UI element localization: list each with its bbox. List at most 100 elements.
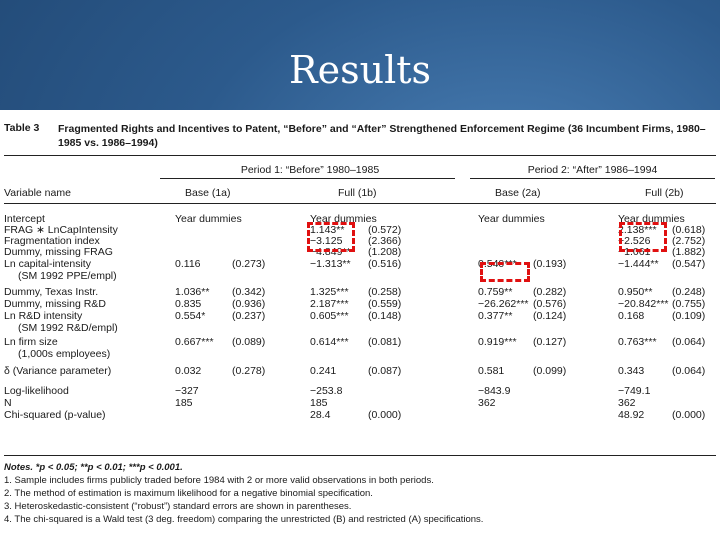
note-item: 1. Sample includes firms publicly traded… <box>4 475 434 486</box>
period-1-rule <box>160 178 455 179</box>
standard-error-cell: (0.237) <box>232 310 266 322</box>
coefficient-cell: −1.444** <box>618 258 659 270</box>
row-label: Chi-squared (p-value) <box>4 409 106 421</box>
standard-error-cell: (0.258) <box>368 286 402 298</box>
row-label: Ln capital-intensity <box>4 258 91 270</box>
standard-error-cell: (2.366) <box>368 235 402 247</box>
coefficient-cell: 0.554* <box>175 310 206 322</box>
coefficient-cell: −749.1 <box>618 385 651 397</box>
standard-error-cell: (0.087) <box>368 365 402 377</box>
slide-title: Results <box>289 48 431 92</box>
bottom-rule <box>4 455 716 456</box>
highlight-box-period2-capint <box>480 262 530 282</box>
coefficient-cell: −327 <box>175 385 199 397</box>
standard-error-cell: (0.000) <box>672 409 706 421</box>
standard-error-cell: (0.936) <box>232 298 266 310</box>
table-caption: Fragmented Rights and Incentives to Pate… <box>58 123 706 149</box>
row-label: Ln firm size <box>4 336 58 348</box>
highlight-box-period2-frag <box>619 222 667 252</box>
coefficient-cell: 0.950** <box>618 286 653 298</box>
note-item: 3. Heteroskedastic-consistent (“robust”)… <box>4 501 352 512</box>
period-2-header: Period 2: “After” 1986–1994 <box>527 164 658 176</box>
column-header-base-1a: Base (1a) <box>185 187 231 199</box>
standard-error-cell: (0.193) <box>533 258 567 270</box>
note-item: 4. The chi-squared is a Wald test (3 deg… <box>4 514 484 525</box>
standard-error-cell: (0.278) <box>232 365 266 377</box>
standard-error-cell: (1.882) <box>672 246 706 258</box>
standard-error-cell: (0.124) <box>533 310 567 322</box>
coefficient-cell: −3.125 <box>310 235 343 247</box>
standard-error-cell: (0.081) <box>368 336 402 348</box>
coefficient-cell: 0.614*** <box>310 336 349 348</box>
standard-error-cell: (0.516) <box>368 258 402 270</box>
row-label: Intercept <box>4 213 45 225</box>
row-label: FRAG ∗ LnCapIntensity <box>4 224 118 236</box>
standard-error-cell: (0.572) <box>368 224 402 236</box>
row-label: Dummy, missing R&D <box>4 298 106 310</box>
coefficient-cell: 0.759** <box>478 286 513 298</box>
coefficient-cell: 0.919*** <box>478 336 517 348</box>
standard-error-cell: (0.148) <box>368 310 402 322</box>
standard-error-cell: (0.559) <box>368 298 402 310</box>
coefficient-cell: 1.325*** <box>310 286 349 298</box>
coefficient-cell: 2.138*** <box>618 224 657 236</box>
standard-error-cell: (0.127) <box>533 336 567 348</box>
standard-error-cell: (0.064) <box>672 365 706 377</box>
notes-significance: Notes. *p < 0.05; **p < 0.01; ***p < 0.0… <box>4 462 183 473</box>
standard-error-cell: (0.089) <box>232 336 266 348</box>
coefficient-cell: −1.313** <box>310 258 351 270</box>
coefficient-cell: −843.9 <box>478 385 511 397</box>
coefficient-cell: 1.036** <box>175 286 210 298</box>
coefficient-cell: −2.526 <box>618 235 651 247</box>
period-1-header: Period 1: “Before” 1980–1985 <box>240 164 380 176</box>
row-label: Log-likelihood <box>4 385 69 397</box>
table-label: Table 3 <box>4 122 40 134</box>
row-label: Ln R&D intensity <box>4 310 83 322</box>
standard-error-cell: (0.282) <box>533 286 567 298</box>
standard-error-cell: (0.618) <box>672 224 706 236</box>
standard-error-cell: (0.064) <box>672 336 706 348</box>
note-item: 2. The method of estimation is maximum l… <box>4 488 373 499</box>
standard-error-cell: (0.547) <box>672 258 706 270</box>
standard-error-cell: (0.576) <box>533 298 567 310</box>
standard-error-cell: (0.755) <box>672 298 706 310</box>
coefficient-cell: 48.92 <box>618 409 645 421</box>
period-2-rule <box>470 178 715 179</box>
coefficient-cell: 0.116 <box>175 258 201 270</box>
coefficient-cell: 2.187*** <box>310 298 349 310</box>
top-rule <box>4 155 716 156</box>
row-label: (SM 1992 R&D/empl) <box>18 322 118 334</box>
standard-error-cell: (0.109) <box>672 310 706 322</box>
standard-error-cell: (0.342) <box>232 286 266 298</box>
row-label: (1,000s employees) <box>18 348 111 360</box>
coefficient-cell: 0.605*** <box>310 310 349 322</box>
coefficient-cell: 0.168 <box>618 310 645 322</box>
coefficient-cell: 0.835 <box>175 298 202 310</box>
coefficient-cell: 185 <box>310 397 328 409</box>
coefficient-cell: 362 <box>618 397 636 409</box>
standard-error-cell: (0.099) <box>533 365 567 377</box>
coefficient-cell: 0.763*** <box>618 336 657 348</box>
standard-error-cell: (1.208) <box>368 246 402 258</box>
coefficient-cell: −253.8 <box>310 385 343 397</box>
coefficient-cell: 362 <box>478 397 496 409</box>
row-label: Fragmentation index <box>4 235 100 247</box>
coefficient-cell: 0.377** <box>478 310 513 322</box>
coefficient-cell: 0.343 <box>618 365 645 377</box>
standard-error-cell: (0.273) <box>232 258 266 270</box>
column-header-base-2a: Base (2a) <box>495 187 541 199</box>
coefficient-cell: −20.842*** <box>618 298 669 310</box>
row-label: Dummy, Texas Instr. <box>4 286 99 298</box>
coefficient-cell: 0.667*** <box>175 336 214 348</box>
header-rule <box>4 203 716 204</box>
column-header-full-2b: Full (2b) <box>645 187 684 199</box>
coefficient-cell: Year dummies <box>478 213 545 225</box>
coefficient-cell: 0.032 <box>175 365 202 377</box>
column-header-variable: Variable name <box>4 187 71 199</box>
coefficient-cell: 1.143** <box>310 224 345 236</box>
column-header-full-1b: Full (1b) <box>338 187 377 199</box>
coefficient-cell: −26.262*** <box>478 298 529 310</box>
coefficient-cell: 28.4 <box>310 409 331 421</box>
coefficient-cell: 0.241 <box>310 365 337 377</box>
row-label: (SM 1992 PPE/empl) <box>18 270 117 282</box>
